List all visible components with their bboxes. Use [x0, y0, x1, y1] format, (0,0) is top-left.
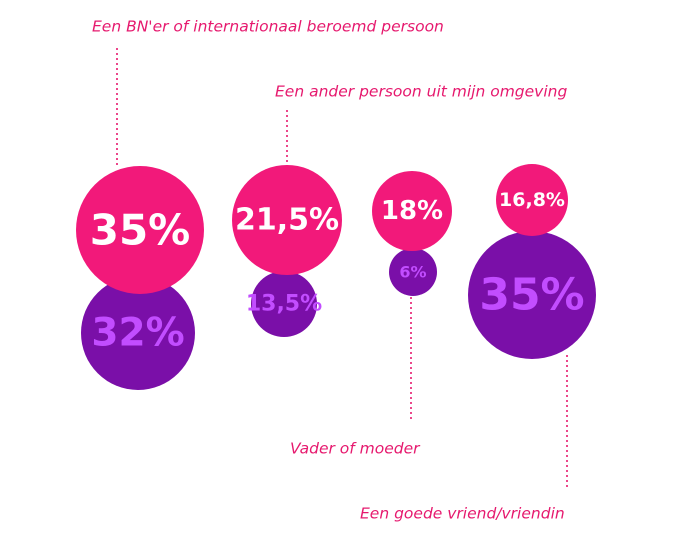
purple-bubble: [468, 231, 596, 359]
pink-value-label: 16,8%: [499, 189, 565, 211]
purple-bubble: [251, 271, 317, 337]
category-label: Vader of moeder: [290, 440, 421, 458]
purple-value-label: 13,5%: [246, 292, 322, 317]
purple-value-label: 6%: [399, 263, 426, 282]
purple-value-label: 32%: [91, 311, 184, 356]
pink-bubble: [372, 171, 452, 251]
pink-value-label: 21,5%: [235, 203, 339, 238]
pink-bubble: [232, 165, 342, 275]
category-label: Een goede vriend/vriendin: [360, 505, 565, 523]
pink-bubble: [76, 166, 204, 294]
category-label: Een BN'er of internationaal beroemd pers…: [92, 18, 444, 36]
purple-bubble: [81, 276, 195, 390]
purple-value-label: 35%: [479, 270, 584, 321]
pink-value-label: 18%: [381, 196, 443, 226]
purple-bubble: [389, 248, 437, 296]
pink-bubble: [496, 164, 568, 236]
category-label: Een ander persoon uit mijn omgeving: [275, 83, 567, 101]
pink-value-label: 35%: [90, 206, 191, 255]
